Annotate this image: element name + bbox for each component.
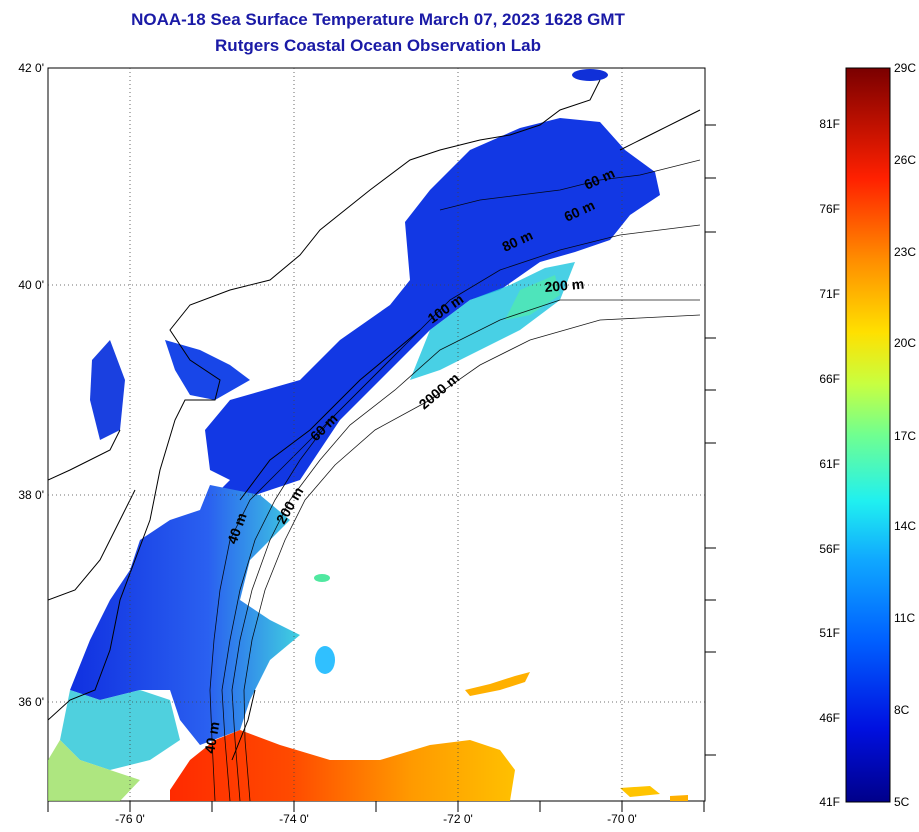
colorbar-c-label: 14C <box>894 519 916 533</box>
sst-field <box>48 69 701 801</box>
colorbar-f-label: 81F <box>819 117 840 131</box>
colorbar-c-label: 8C <box>894 703 910 717</box>
lon-label: -70 0' <box>607 812 637 826</box>
latitude-labels: 42 0' 40 0' 38 0' 36 0' <box>18 61 44 709</box>
warm-filament <box>465 672 530 696</box>
colorbar-f-label: 46F <box>819 711 840 725</box>
colorbar-c-label: 5C <box>894 795 910 809</box>
colorbar-f-label: 71F <box>819 287 840 301</box>
colorbar-c-label: 17C <box>894 429 916 443</box>
colorbar-c-label: 23C <box>894 245 916 259</box>
lat-label: 42 0' <box>18 61 44 75</box>
colorbar: 81F 76F 71F 66F 61F 56F 51F 46F 41F 29C … <box>819 61 916 809</box>
lon-label: -76 0' <box>115 812 145 826</box>
colorbar-c-label: 11C <box>894 611 915 625</box>
contour-label: 200 m <box>544 276 585 295</box>
lon-label: -72 0' <box>443 812 473 826</box>
eddy-patch-3 <box>572 69 608 81</box>
lat-label: 38 0' <box>18 488 44 502</box>
cold-water-region <box>205 118 660 500</box>
graticule <box>48 68 705 801</box>
colorbar-c-label: 29C <box>894 61 916 75</box>
slope-water-green <box>505 275 560 320</box>
colorbar-f-label: 51F <box>819 626 840 640</box>
lon-label: -74 0' <box>279 812 309 826</box>
chesapeake-water <box>90 340 125 440</box>
map-subtitle: Rutgers Coastal Ocean Observation Lab <box>215 36 541 55</box>
colorbar-c-label: 20C <box>894 336 916 350</box>
colorbar-scale <box>845 67 891 803</box>
contour-label: 40 m <box>201 720 222 754</box>
colorbar-f-label: 56F <box>819 542 840 556</box>
coastal-green-water <box>48 740 140 801</box>
eddy-patch-1 <box>315 646 335 674</box>
southern-shelf-water <box>70 485 300 745</box>
lat-label: 36 0' <box>18 695 44 709</box>
bathymetry-contours <box>209 159 701 801</box>
colorbar-f-label: 61F <box>819 457 840 471</box>
lat-label: 40 0' <box>18 278 44 292</box>
colorbar-f-label: 41F <box>819 795 840 809</box>
colorbar-fahrenheit-labels: 81F 76F 71F 66F 61F 56F 51F 46F 41F <box>819 117 840 809</box>
gulf-stream-water <box>170 730 515 801</box>
coastal-cyan-water <box>60 690 180 770</box>
axis-ticks <box>47 124 716 812</box>
colorbar-f-label: 76F <box>819 202 840 216</box>
colorbar-c-label: 26C <box>894 153 916 167</box>
coastline <box>48 79 701 761</box>
colorbar-celsius-labels: 29C 26C 23C 20C 17C 14C 11C 8C 5C <box>894 61 916 809</box>
warm-patch-east <box>620 786 660 797</box>
map-title: NOAA-18 Sea Surface Temperature March 07… <box>131 10 625 29</box>
longitude-labels: -76 0' -74 0' -72 0' -70 0' <box>115 812 637 826</box>
map-panel: 40 m 40 m 60 m 60 m 60 m 80 m 100 m 200 … <box>18 61 716 826</box>
warm-patch-far-east <box>670 795 688 801</box>
eddy-patch-2 <box>314 574 330 582</box>
colorbar-f-label: 66F <box>819 372 840 386</box>
